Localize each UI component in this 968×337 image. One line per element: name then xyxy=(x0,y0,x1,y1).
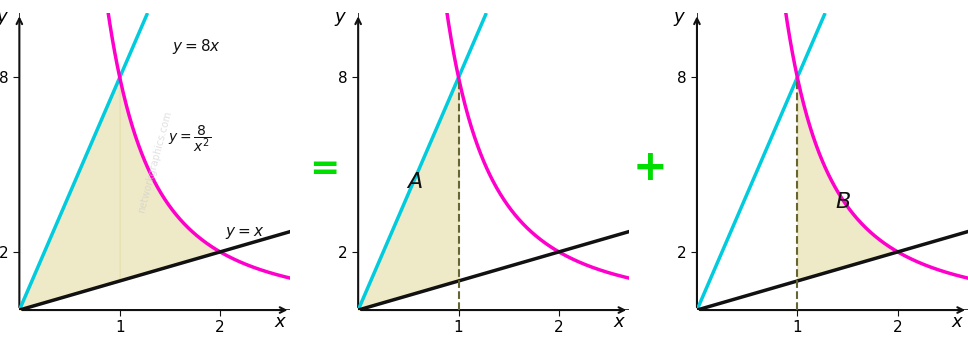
Text: $A$: $A$ xyxy=(407,172,423,192)
Text: $y = \dfrac{8}{x^2}$: $y = \dfrac{8}{x^2}$ xyxy=(167,123,211,154)
Text: x: x xyxy=(952,313,962,332)
Text: y: y xyxy=(674,8,684,26)
Text: +: + xyxy=(633,148,668,189)
Text: x: x xyxy=(613,313,623,332)
Text: $y = 8x$: $y = 8x$ xyxy=(172,37,221,56)
Text: y: y xyxy=(335,8,346,26)
Text: networkgraphics.com: networkgraphics.com xyxy=(136,110,173,214)
Text: x: x xyxy=(274,313,285,332)
Text: =: = xyxy=(309,152,340,185)
Text: $y = x$: $y = x$ xyxy=(226,225,264,241)
Text: y: y xyxy=(0,8,7,26)
Text: $B$: $B$ xyxy=(835,192,852,212)
